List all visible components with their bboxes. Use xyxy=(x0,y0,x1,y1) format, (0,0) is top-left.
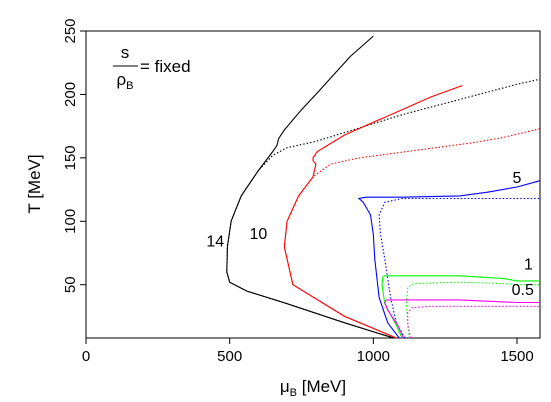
series-dotted-line xyxy=(378,197,540,339)
series-dotted-line xyxy=(407,305,540,339)
y-tick-label: 100 xyxy=(62,209,79,234)
series-solid-line xyxy=(384,299,540,339)
inset-denominator-subscript: B xyxy=(126,80,133,92)
x-axis-label-symbol: μ xyxy=(280,377,290,396)
x-tick-label: 1500 xyxy=(500,348,533,365)
plot-frame xyxy=(85,30,541,339)
series-10 xyxy=(283,84,541,339)
inset-rhs: = fixed xyxy=(140,57,191,76)
y-tick-label: 250 xyxy=(62,18,79,43)
inset-denominator-symbol: ρ xyxy=(116,70,126,89)
y-tick-label: 150 xyxy=(62,145,79,170)
series-solid-line xyxy=(357,180,541,339)
series-dotted-line xyxy=(283,128,541,339)
y-tick-label: 200 xyxy=(62,82,79,107)
curve-label: 5 xyxy=(513,170,522,187)
axes: 0 500 1000 1500 50 100 150 200 250 xyxy=(62,18,534,365)
annotation-layer: 14 10 5 1 0.5 xyxy=(206,170,534,299)
x-axis-label-subscript: B xyxy=(290,387,297,399)
y-axis-label: T [MeV] xyxy=(25,154,44,213)
series-solid-line xyxy=(226,35,394,339)
y-tick-label: 50 xyxy=(62,276,79,293)
curve-label: 0.5 xyxy=(512,282,534,299)
x-axis-label: μB [MeV] xyxy=(280,377,346,399)
x-tick-label: 1000 xyxy=(357,348,390,365)
inset-formula: s ρB = fixed xyxy=(113,43,191,92)
x-axis-label-unit: [MeV] xyxy=(297,377,346,396)
inset-denominator: ρB xyxy=(116,70,133,92)
curve-label: 1 xyxy=(524,256,533,273)
series-layer xyxy=(226,35,541,339)
x-tick-label: 500 xyxy=(217,348,242,365)
series-solid-line xyxy=(283,84,463,339)
curve-label: 14 xyxy=(206,234,224,251)
curve-label: 10 xyxy=(250,226,268,243)
inset-numerator: s xyxy=(121,43,130,62)
series-14 xyxy=(226,35,541,339)
x-tick-label: 0 xyxy=(82,348,90,365)
series-5 xyxy=(357,180,541,339)
series-0-5 xyxy=(384,299,540,339)
